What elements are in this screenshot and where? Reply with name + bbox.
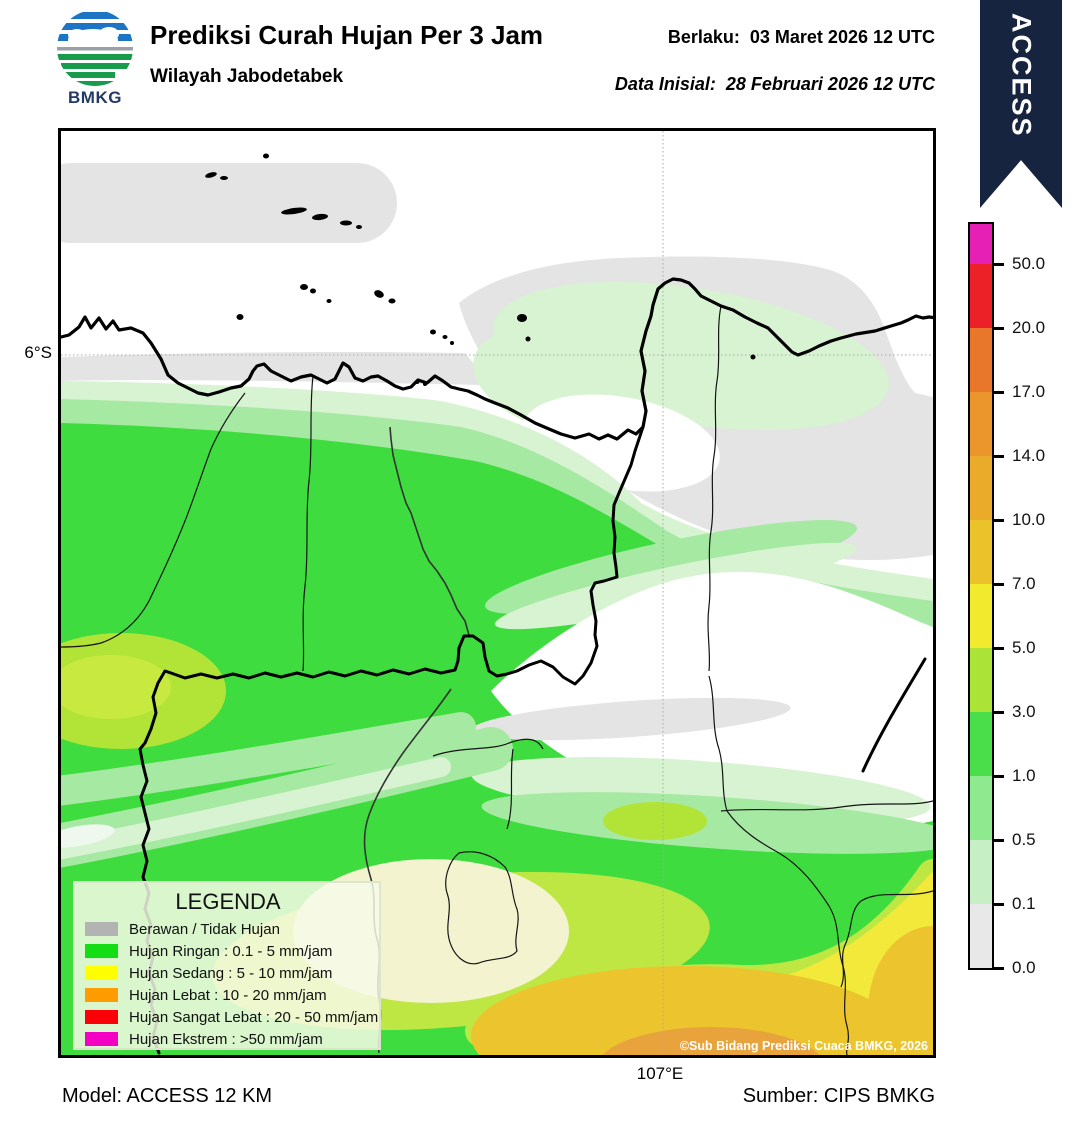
colorbar-tick bbox=[994, 519, 1004, 522]
legend-label: Hujan Sangat Lebat : 20 - 50 mm/jam bbox=[129, 1008, 379, 1026]
legend-label: Hujan Lebat : 10 - 20 mm/jam bbox=[129, 986, 327, 1004]
colorbar-segment bbox=[970, 584, 992, 648]
source-caption: Sumber: CIPS BMKG bbox=[742, 1085, 935, 1107]
colorbar-tick-label: 20.0 bbox=[1012, 318, 1046, 337]
islands bbox=[205, 153, 756, 386]
legend-title: LEGENDA bbox=[175, 889, 281, 914]
page-title: Prediksi Curah Hujan Per 3 Jam bbox=[150, 20, 544, 50]
model-caption: Model: ACCESS 12 KM bbox=[62, 1085, 273, 1107]
initial-data-label: Data Inisial: bbox=[614, 74, 716, 94]
initial-data-value: 28 Februari 2026 12 UTC bbox=[725, 74, 935, 94]
access-ribbon-text: ACCESS bbox=[1006, 13, 1037, 138]
colorbar-tick bbox=[994, 775, 1004, 778]
colorbar-segment bbox=[970, 224, 992, 264]
bmkg-logo: BMKG bbox=[53, 8, 137, 108]
valid-time-line: Berlaku: 03 Maret 2026 12 UTC bbox=[400, 27, 935, 48]
colorbar-tick-label: 0.1 bbox=[1012, 894, 1036, 913]
legend-row: Hujan Ekstrem : >50 mm/jam bbox=[85, 1028, 371, 1050]
colorbar-segment bbox=[970, 648, 992, 712]
map-legend: LEGENDA Berawan / Tidak Hujan Hujan Ringa… bbox=[73, 881, 381, 1050]
legend-swatch bbox=[85, 988, 118, 1002]
initial-data-line: Data Inisial: 28 Februari 2026 12 UTC bbox=[400, 74, 935, 95]
colorbar-tick-label: 50.0 bbox=[1012, 254, 1046, 273]
colorbar-segment bbox=[970, 840, 992, 904]
colorbar-tick-label: 14.0 bbox=[1012, 446, 1046, 465]
colorbar-tick-label: 0.0 bbox=[1012, 958, 1036, 977]
colorbar-tick bbox=[994, 583, 1004, 586]
colorbar-tick-label: 3.0 bbox=[1012, 702, 1036, 721]
colorbar-segment bbox=[970, 264, 992, 328]
legend-label: Berawan / Tidak Hujan bbox=[129, 920, 280, 938]
colorbar-tick bbox=[994, 263, 1004, 266]
colorbar-bar bbox=[968, 222, 994, 970]
colorbar-tick bbox=[994, 455, 1004, 458]
valid-time-label: Berlaku: bbox=[667, 27, 740, 47]
province-boundaries bbox=[138, 425, 927, 1055]
legend-row: Hujan Ringan : 0.1 - 5 mm/jam bbox=[85, 940, 371, 962]
page-subtitle: Wilayah Jabodetabek bbox=[150, 66, 344, 87]
legend-row: Hujan Sangat Lebat : 20 - 50 mm/jam bbox=[85, 1006, 378, 1028]
bmkg-logo-text: BMKG bbox=[68, 88, 122, 107]
legend-row: Hujan Sedang : 5 - 10 mm/jam bbox=[85, 962, 371, 984]
district-boundaries bbox=[61, 305, 933, 1055]
legend-swatch bbox=[85, 1010, 118, 1024]
longitude-tick-label: 107°E bbox=[636, 1064, 684, 1083]
legend-row: Hujan Lebat : 10 - 20 mm/jam bbox=[85, 984, 371, 1006]
legend-label: Hujan Sedang : 5 - 10 mm/jam bbox=[129, 964, 333, 982]
colorbar-segment bbox=[970, 392, 992, 456]
colorbar-tick bbox=[994, 903, 1004, 906]
colorbar-segment bbox=[970, 328, 992, 392]
legend-label: Hujan Ringan : 0.1 - 5 mm/jam bbox=[129, 942, 333, 960]
legend-swatch bbox=[85, 944, 118, 958]
access-model-ribbon: ACCESS bbox=[980, 0, 1062, 208]
colorbar-tick-label: 0.5 bbox=[1012, 830, 1036, 849]
graticule-gridlines bbox=[61, 131, 933, 1055]
colorbar-segment bbox=[970, 520, 992, 584]
coastline bbox=[61, 277, 933, 441]
legend-swatch bbox=[85, 966, 118, 980]
legend-label: Hujan Ekstrem : >50 mm/jam bbox=[129, 1030, 323, 1048]
legend-swatch bbox=[85, 1032, 118, 1046]
colorbar-tick-label: 5.0 bbox=[1012, 638, 1036, 657]
colorbar-segment bbox=[970, 712, 992, 776]
colorbar-tick bbox=[994, 647, 1004, 650]
colorbar-tick bbox=[994, 711, 1004, 714]
bmkg-logo-icon bbox=[57, 10, 133, 86]
valid-time-value: 03 Maret 2026 12 UTC bbox=[749, 27, 935, 47]
colorbar-tick bbox=[994, 391, 1004, 394]
colorbar-tick-label: 7.0 bbox=[1012, 574, 1036, 593]
colorbar-tick bbox=[994, 967, 1004, 970]
colorbar-tick-label: 17.0 bbox=[1012, 382, 1046, 401]
light-rain-wedge bbox=[473, 281, 889, 492]
colorbar-tick-label: 1.0 bbox=[1012, 766, 1036, 785]
colorbar-segment bbox=[970, 904, 992, 968]
map-copyright: ©Sub Bidang Prediksi Cuaca BMKG, 2026 bbox=[679, 1039, 928, 1053]
map-canvas bbox=[61, 131, 933, 1055]
colorbar-tick bbox=[994, 839, 1004, 842]
latitude-tick-label: 6°S bbox=[24, 343, 52, 362]
legend-swatch bbox=[85, 922, 118, 936]
colorbar-segment bbox=[970, 456, 992, 520]
colorbar-segment bbox=[970, 776, 992, 840]
rainfall-map: LEGENDA Berawan / Tidak Hujan Hujan Ringa… bbox=[58, 128, 936, 1058]
rainfall-colorbar: 50.0 20.0 17.0 14.0 10.0 7.0 5.0 3.0 1.0 0.5 0.1 0.… bbox=[968, 222, 1072, 982]
legend-row: Berawan / Tidak Hujan bbox=[85, 918, 371, 940]
colorbar-tick-label: 10.0 bbox=[1012, 510, 1046, 529]
legend-items: Berawan / Tidak Hujan Hujan Ringan : 0.1 … bbox=[85, 918, 378, 1050]
colorbar-tick bbox=[994, 327, 1004, 330]
